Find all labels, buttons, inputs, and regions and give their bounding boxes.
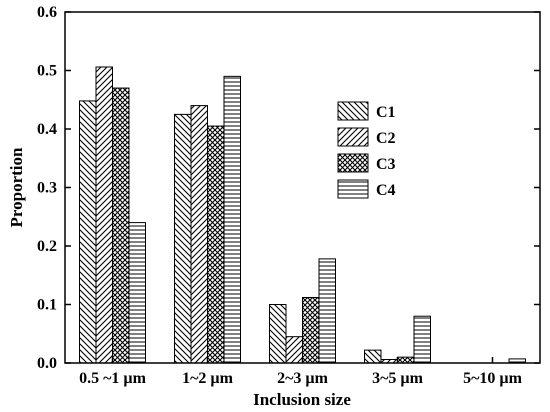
bar-c2-0 — [95, 66, 113, 364]
legend-label-c4: C4 — [376, 182, 396, 199]
bars-group — [79, 66, 526, 364]
bar-c4-1 — [223, 75, 241, 364]
y-axis: 0.0 0.1 0.2 0.3 0.4 0.5 0.6 — [37, 4, 540, 372]
legend-label-c1: C1 — [376, 104, 396, 121]
y-tick-label: 0.0 — [37, 355, 57, 372]
y-tick-label: 0.5 — [37, 63, 57, 80]
bar-c4-2 — [318, 258, 336, 364]
bar-c4-0 — [128, 222, 146, 364]
legend-swatch-c1 — [337, 101, 369, 121]
bar-c3-1 — [207, 125, 225, 364]
legend-swatch-c3 — [337, 153, 369, 173]
legend-swatch-c4 — [337, 179, 369, 199]
legend-label-c3: C3 — [376, 156, 396, 173]
y-tick-label: 0.3 — [37, 180, 57, 197]
x-tick-label: 1~2 µm — [182, 370, 234, 387]
legend-swatch-c2 — [337, 127, 369, 147]
x-tick-label: 3~5 µm — [372, 370, 424, 387]
bar-c4-3 — [413, 315, 431, 364]
bar-c3-2 — [302, 296, 320, 364]
x-axis: 0.5 ~1 µm 1~2 µm 2~3 µm 3~5 µm 5~10 µm — [79, 357, 523, 387]
x-axis-title: Inclusion size — [253, 390, 351, 409]
bar-c1-1 — [174, 113, 192, 364]
y-axis-title: Proportion — [7, 147, 26, 228]
bar-c1-2 — [269, 304, 287, 364]
x-tick-label: 2~3 µm — [277, 370, 329, 387]
bar-c3-0 — [112, 87, 130, 364]
bar-c2-2 — [285, 336, 303, 364]
bar-c1-0 — [79, 100, 97, 364]
y-tick-label: 0.6 — [37, 4, 57, 21]
x-tick-label: 5~10 µm — [463, 370, 523, 387]
y-tick-label: 0.4 — [37, 121, 57, 138]
legend-label-c2: C2 — [376, 130, 396, 147]
y-tick-label: 0.2 — [37, 238, 57, 255]
bar-c1-3 — [364, 349, 382, 364]
y-tick-label: 0.1 — [37, 297, 57, 314]
legend: C1 C2 C3 C4 — [337, 101, 396, 199]
bar-c2-1 — [190, 105, 208, 364]
bar-c3-3 — [397, 356, 415, 364]
x-tick-label: 0.5 ~1 µm — [79, 370, 147, 387]
